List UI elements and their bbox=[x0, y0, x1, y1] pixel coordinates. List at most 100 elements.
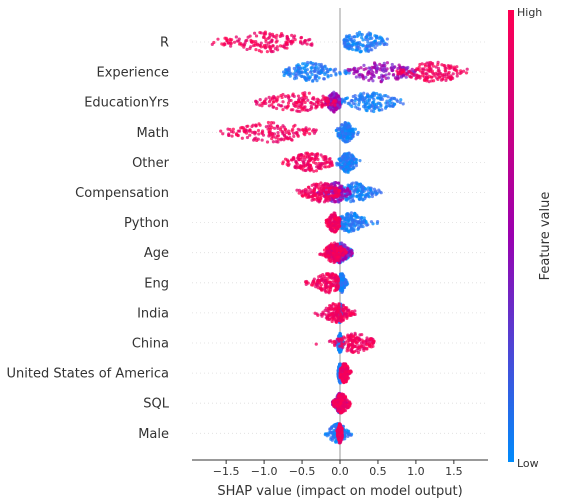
shap-point bbox=[334, 311, 338, 315]
shap-point bbox=[340, 431, 344, 435]
shap-point bbox=[340, 156, 344, 160]
shap-point bbox=[308, 163, 313, 168]
shap-point bbox=[264, 97, 268, 101]
shap-point bbox=[343, 45, 347, 49]
shap-point bbox=[291, 127, 295, 131]
shap-point bbox=[366, 105, 370, 109]
shap-point bbox=[268, 40, 272, 44]
shap-point bbox=[427, 66, 431, 71]
shap-point bbox=[271, 49, 275, 54]
shap-point bbox=[314, 154, 318, 158]
shap-point bbox=[331, 101, 335, 105]
shap-point bbox=[278, 34, 282, 39]
shap-point bbox=[409, 71, 413, 75]
shap-point bbox=[292, 66, 296, 71]
shap-point bbox=[303, 193, 307, 197]
shap-point bbox=[333, 103, 337, 107]
shap-point bbox=[345, 159, 349, 163]
shap-point bbox=[347, 229, 351, 233]
shap-point bbox=[330, 256, 334, 260]
shap-point bbox=[436, 66, 441, 70]
shap-point bbox=[372, 187, 376, 191]
shap-point bbox=[338, 72, 342, 76]
shap-point bbox=[328, 194, 333, 198]
shap-point bbox=[414, 77, 418, 81]
shap-point bbox=[340, 283, 344, 287]
shap-point bbox=[352, 157, 356, 162]
shap-point bbox=[332, 313, 336, 317]
shap-point bbox=[318, 285, 323, 289]
shap-point bbox=[219, 129, 223, 133]
shap-point bbox=[329, 426, 333, 431]
shap-point bbox=[459, 70, 463, 75]
shap-point bbox=[382, 42, 386, 47]
shap-point bbox=[290, 158, 294, 162]
shap-point bbox=[427, 74, 431, 78]
shap-point bbox=[345, 398, 349, 402]
shap-point bbox=[309, 104, 313, 109]
shap-point bbox=[318, 163, 322, 168]
shap-point bbox=[305, 72, 310, 76]
shap-point bbox=[340, 393, 344, 397]
shap-point bbox=[307, 91, 311, 95]
shap-point bbox=[256, 137, 260, 141]
shap-point bbox=[386, 101, 390, 105]
shap-point bbox=[404, 66, 408, 70]
shap-point bbox=[229, 44, 233, 48]
shap-point bbox=[449, 74, 453, 78]
shap-point bbox=[364, 67, 368, 71]
shap-point bbox=[345, 213, 350, 217]
shap-point bbox=[418, 76, 422, 80]
shap-point bbox=[372, 100, 376, 104]
shap-point bbox=[296, 65, 300, 70]
shap-point bbox=[312, 131, 317, 135]
shap-point bbox=[252, 138, 256, 142]
shap-point bbox=[351, 134, 355, 138]
shap-point bbox=[363, 106, 367, 110]
shap-point bbox=[323, 308, 327, 312]
shap-point bbox=[365, 99, 370, 103]
shap-point bbox=[357, 103, 361, 107]
shap-point bbox=[352, 338, 356, 342]
shap-point bbox=[333, 217, 337, 221]
shap-point bbox=[300, 96, 304, 100]
shap-point bbox=[279, 93, 283, 98]
shap-point bbox=[350, 226, 355, 230]
shap-point bbox=[354, 215, 358, 220]
shap-point bbox=[304, 168, 308, 172]
shap-point bbox=[265, 50, 269, 54]
shap-point bbox=[266, 36, 270, 41]
shap-point bbox=[296, 134, 300, 138]
shap-point bbox=[299, 167, 304, 171]
shap-point bbox=[367, 78, 371, 82]
shap-point bbox=[253, 132, 257, 136]
shap-point bbox=[326, 197, 330, 201]
shap-point bbox=[326, 68, 330, 72]
shap-point bbox=[390, 62, 394, 67]
shap-point bbox=[380, 68, 384, 72]
shap-point bbox=[336, 278, 340, 282]
shap-point bbox=[271, 100, 275, 104]
shap-point bbox=[279, 104, 283, 108]
shap-point bbox=[390, 68, 395, 73]
shap-point bbox=[361, 185, 365, 189]
shap-point bbox=[374, 36, 379, 40]
shap-point bbox=[285, 36, 290, 40]
shap-point bbox=[367, 69, 371, 73]
shap-point bbox=[264, 125, 268, 129]
shap-point bbox=[340, 123, 344, 127]
shap-point bbox=[332, 195, 336, 200]
shap-point bbox=[304, 64, 309, 68]
shap-point bbox=[358, 96, 362, 101]
shap-point bbox=[305, 67, 309, 72]
shap-point bbox=[344, 131, 348, 136]
shap-point bbox=[317, 76, 321, 80]
shap-point bbox=[346, 101, 350, 106]
shap-point bbox=[286, 101, 291, 105]
shap-point bbox=[337, 338, 341, 343]
shap-point bbox=[397, 63, 401, 67]
shap-point bbox=[334, 200, 338, 204]
shap-point bbox=[333, 255, 337, 259]
shap-point bbox=[368, 45, 372, 49]
shap-point bbox=[347, 370, 351, 374]
